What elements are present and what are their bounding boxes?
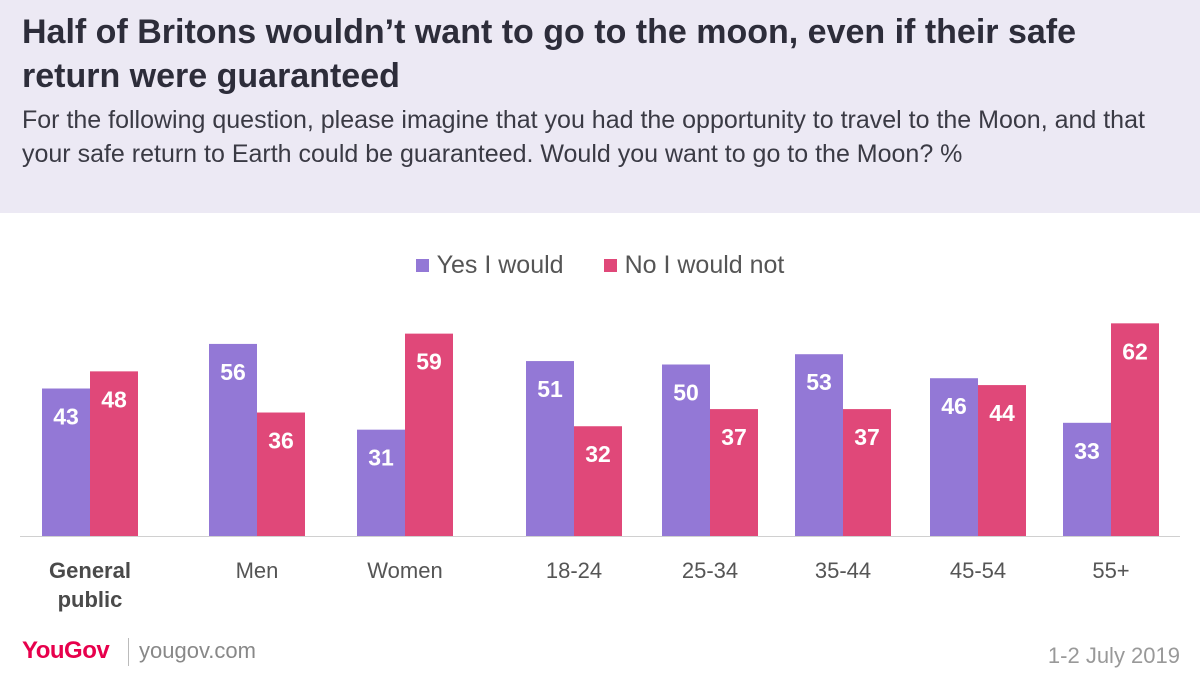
category-label-55-: 55+ (1092, 558, 1129, 583)
data-label-yes-women: 31 (368, 445, 394, 471)
data-label-yes-men: 56 (220, 359, 246, 385)
bar-no-25-34 (710, 409, 758, 536)
data-label-no-women: 59 (416, 349, 442, 375)
footer-divider (128, 638, 129, 666)
bar-no-general-public (90, 371, 138, 536)
data-label-no-55-: 62 (1122, 338, 1148, 364)
legend-swatch-no (603, 259, 617, 272)
data-label-no-men: 36 (268, 428, 294, 454)
category-label-18-24: 18-24 (546, 558, 602, 583)
data-label-yes-55-: 33 (1074, 438, 1100, 464)
bar-no-55- (1111, 323, 1159, 536)
bar-no-men (257, 412, 305, 536)
data-label-yes-25-34: 50 (673, 380, 699, 406)
category-label-men: Men (236, 558, 279, 583)
legend: Yes I would No I would not (0, 251, 1200, 280)
bar-yes-45-54 (930, 378, 978, 536)
chart-title: Half of Britons wouldn’t want to go to t… (22, 13, 1076, 95)
category-label-general-public: General public (49, 558, 131, 612)
bar-yes-men (209, 343, 257, 536)
chart-subtitle: For the following question, please imagi… (22, 106, 1145, 168)
data-label-yes-45-54: 46 (941, 393, 967, 419)
bar-no-35-44 (843, 409, 891, 536)
bar-yes-women (357, 429, 405, 536)
data-label-no-18-24: 32 (585, 441, 611, 467)
bar-yes-general-public (42, 388, 90, 536)
data-label-no-25-34: 37 (721, 424, 747, 450)
category-label-25-34: 25-34 (682, 558, 738, 583)
header-band: Half of Britons wouldn’t want to go to t… (0, 0, 1200, 213)
data-label-no-35-44: 37 (854, 424, 880, 450)
category-label-women: Women (367, 558, 442, 583)
legend-label-yes: Yes I would (436, 251, 564, 279)
data-label-yes-35-44: 53 (806, 369, 832, 395)
bar-no-45-54 (978, 385, 1026, 536)
data-label-no-45-54: 44 (989, 400, 1015, 426)
data-label-yes-18-24: 51 (537, 376, 563, 402)
legend-swatch-yes (415, 259, 429, 272)
legend-label-no: No I would not (624, 251, 785, 279)
data-label-no-general-public: 48 (101, 386, 127, 412)
fieldwork-date: 1-2 July 2019 (1047, 643, 1180, 668)
data-label-yes-general-public: 43 (53, 404, 79, 430)
legend-item-yes: Yes I would (415, 251, 564, 280)
bar-no-18-24 (574, 426, 622, 536)
category-label-45-54: 45-54 (950, 558, 1006, 583)
bar-no-women (405, 333, 453, 536)
yougov-logo: YouGov (22, 637, 110, 664)
bar-yes-25-34 (662, 364, 710, 536)
bar-yes-35-44 (795, 354, 843, 536)
category-label-35-44: 35-44 (815, 558, 871, 583)
bar-yes-55- (1063, 422, 1111, 536)
footer-url[interactable]: yougov.com (139, 638, 256, 663)
legend-item-no: No I would not (603, 251, 785, 280)
bar-yes-18-24 (526, 361, 574, 536)
